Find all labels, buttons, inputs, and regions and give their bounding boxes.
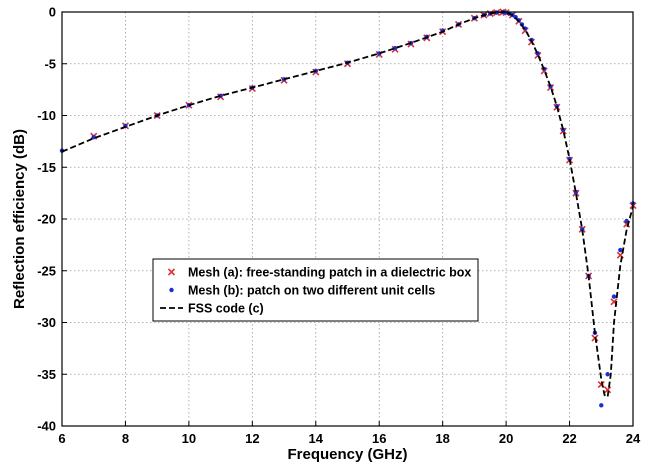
legend-entry-label: FSS code (c): [188, 302, 264, 316]
y-tick-label: -40: [37, 419, 56, 434]
y-tick-label: -25: [37, 263, 56, 278]
x-tick-label: 20: [499, 431, 513, 446]
x-tick-label: 24: [626, 431, 641, 446]
y-tick-label: -30: [37, 315, 56, 330]
ticks: 6 8 10 12 14 16 18 20 22 24 0 -5 -10 -15 -20 -25 -30 -35 -…: [37, 5, 641, 447]
series-1: [59, 10, 636, 408]
y-axis-label: Reflection efficiency (dB): [11, 129, 28, 309]
x-tick-label: 8: [122, 431, 129, 446]
y-tick-label: -20: [37, 212, 56, 227]
legend: Mesh (a): free-standing patch in a diele…: [152, 258, 479, 322]
x-tick-label: 6: [58, 431, 65, 446]
dot-marker: [580, 227, 585, 232]
legend-entry-label: Mesh (a): free-standing patch in a diele…: [188, 266, 471, 280]
x-tick-label: 10: [182, 431, 196, 446]
series-0: [90, 8, 637, 394]
dot-marker: [611, 294, 617, 299]
y-tick-label: -35: [37, 367, 56, 382]
dot-marker: [599, 403, 604, 408]
y-tick-label: -10: [37, 108, 56, 123]
cross-marker: [604, 386, 612, 394]
legend-box: [152, 258, 479, 322]
y-tick-label: 0: [49, 5, 56, 20]
y-tick-label: -15: [37, 160, 56, 175]
x-tick-label: 12: [245, 431, 259, 446]
x-tick-label: 18: [435, 431, 449, 446]
dot-marker: [605, 372, 610, 377]
series-layer: [59, 8, 637, 408]
series-line: [61, 11, 634, 399]
dot-marker: [169, 287, 174, 293]
cross-marker: [167, 268, 176, 276]
x-axis-label: Frequency (GHz): [287, 446, 407, 463]
x-tick-label: 14: [309, 431, 324, 446]
x-tick-label: 16: [372, 431, 386, 446]
dot-marker: [624, 218, 629, 224]
series-2: [61, 11, 634, 399]
y-tick-label: -5: [44, 56, 56, 71]
dot-marker: [618, 247, 623, 253]
legend-entry-label: Mesh (b): patch on two different unit ce…: [188, 284, 435, 298]
dot-marker: [91, 135, 96, 140]
x-tick-label: 22: [562, 431, 576, 446]
grid: [61, 11, 634, 427]
